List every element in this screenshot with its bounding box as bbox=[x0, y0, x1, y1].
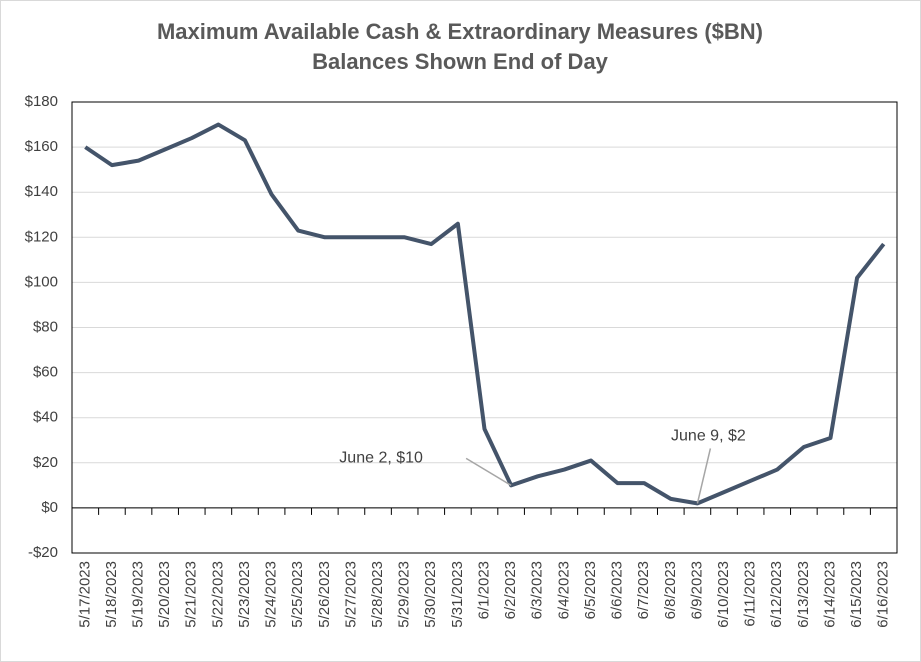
y-tick-label: $40 bbox=[33, 409, 58, 426]
y-tick-label: $60 bbox=[33, 364, 58, 381]
chart-title: Maximum Available Cash & Extraordinary M… bbox=[157, 19, 763, 44]
x-tick-label: 5/18/2023 bbox=[103, 561, 120, 628]
x-tick-label: 6/12/2023 bbox=[768, 561, 785, 628]
y-tick-label: $180 bbox=[25, 93, 58, 110]
x-tick-label: 6/2/2023 bbox=[502, 561, 519, 619]
x-tick-label: 5/28/2023 bbox=[369, 561, 386, 628]
y-tick-label: -$20 bbox=[28, 544, 58, 561]
x-tick-label: 6/15/2023 bbox=[848, 561, 865, 628]
x-tick-label: 6/10/2023 bbox=[715, 561, 732, 628]
x-tick-label: 5/26/2023 bbox=[316, 561, 333, 628]
annotation-leader bbox=[465, 457, 512, 486]
chart-subtitle: Balances Shown End of Day bbox=[312, 49, 609, 74]
y-tick-label: $20 bbox=[33, 454, 58, 471]
x-tick-label: 6/14/2023 bbox=[821, 561, 838, 628]
x-tick-label: 5/24/2023 bbox=[263, 561, 280, 628]
x-tick-label: 6/13/2023 bbox=[795, 561, 812, 628]
x-tick-label: 5/30/2023 bbox=[422, 561, 439, 628]
x-tick-label: 6/3/2023 bbox=[529, 561, 546, 619]
y-tick-label: $100 bbox=[25, 273, 58, 290]
y-tick-label: $80 bbox=[33, 318, 58, 335]
x-tick-label: 5/25/2023 bbox=[289, 561, 306, 628]
x-tick-label: 5/17/2023 bbox=[76, 561, 93, 628]
x-tick-label: 5/29/2023 bbox=[396, 561, 413, 628]
y-tick-label: $160 bbox=[25, 138, 58, 155]
x-tick-label: 6/5/2023 bbox=[582, 561, 599, 619]
annotation: June 9, $2 bbox=[671, 428, 746, 445]
x-tick-label: 5/21/2023 bbox=[183, 561, 200, 628]
x-tick-label: 5/27/2023 bbox=[342, 561, 359, 628]
x-tick-label: 5/31/2023 bbox=[449, 561, 466, 628]
x-tick-label: 6/7/2023 bbox=[635, 561, 652, 619]
x-tick-label: 6/8/2023 bbox=[662, 561, 679, 619]
x-tick-label: 6/4/2023 bbox=[555, 561, 572, 619]
line-series bbox=[84, 122, 886, 506]
x-tick-label: 6/6/2023 bbox=[609, 561, 626, 619]
x-tick-label: 6/16/2023 bbox=[875, 561, 892, 628]
x-tick-label: 6/11/2023 bbox=[742, 561, 759, 627]
x-tick-label: 5/20/2023 bbox=[156, 561, 173, 628]
y-tick-label: $120 bbox=[25, 228, 58, 245]
x-tick-label: 5/23/2023 bbox=[236, 561, 253, 628]
annotation-leader bbox=[696, 448, 712, 504]
x-tick-label: 6/1/2023 bbox=[475, 561, 492, 619]
x-tick-label: 6/9/2023 bbox=[688, 561, 705, 619]
annotation: June 2, $10 bbox=[339, 450, 423, 467]
y-tick-label: $0 bbox=[41, 499, 58, 516]
x-tick-label: 5/22/2023 bbox=[209, 561, 226, 628]
plot-frame bbox=[71, 101, 898, 554]
y-tick-label: $140 bbox=[25, 183, 58, 200]
x-tick-label: 5/19/2023 bbox=[130, 561, 147, 628]
